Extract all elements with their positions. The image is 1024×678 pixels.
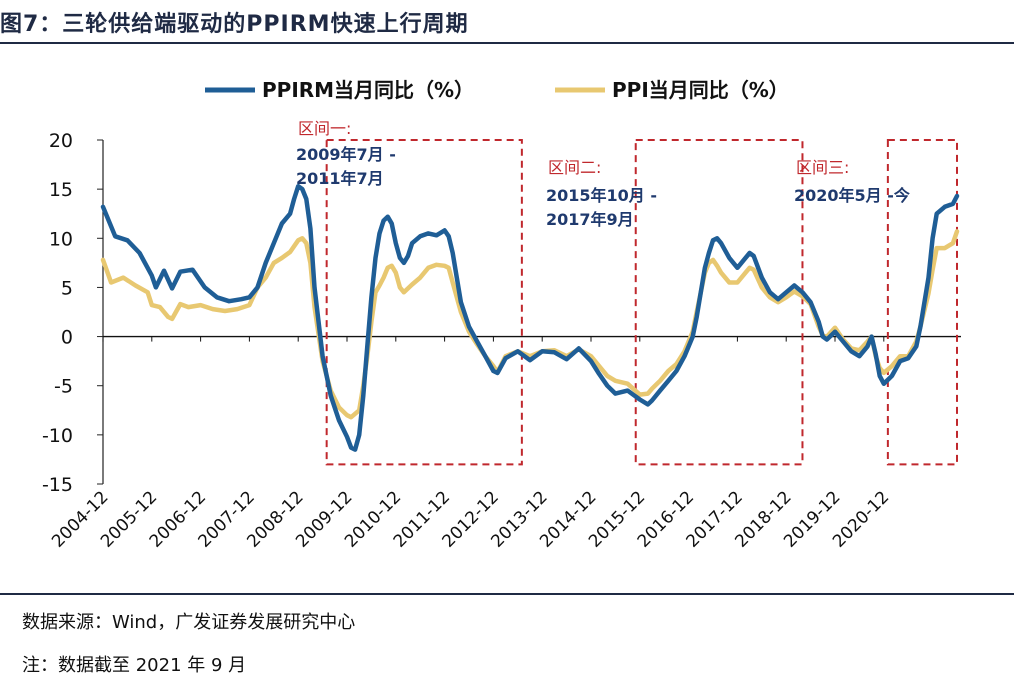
ppi-line [100, 229, 960, 420]
y-tick-label: 20 [49, 130, 73, 152]
annotation-label-3: 区间三: [796, 158, 849, 177]
y-tick-label: 0 [61, 327, 73, 349]
footer-divider [0, 593, 1014, 595]
y-tick-label: 5 [61, 277, 73, 299]
title-divider [0, 42, 1014, 44]
annotation-range-2: 2017年9月 [546, 210, 634, 229]
chart-title: 图7：三轮供给端驱动的PPIRM快速上行周期 [0, 12, 469, 37]
y-tick-label: 15 [49, 179, 73, 201]
legend-label-1: PPIRM当月同比（%） [262, 78, 474, 102]
legend-label-2: PPI当月同比（%） [612, 78, 789, 102]
annotation-range-3: 2020年5月 -今 [794, 186, 910, 205]
y-tick-label: -15 [42, 474, 73, 496]
y-tick-label: -5 [54, 376, 73, 398]
ppirm-line [100, 183, 960, 452]
highlight-box-1 [325, 139, 523, 466]
source-note: 数据来源：Wind，广发证券发展研究中心 [22, 612, 356, 633]
highlight-boxes [325, 139, 958, 466]
highlight-box-2 [634, 139, 804, 466]
line-chart: PPIRM当月同比（%） PPI当月同比（%） 20 15 10 5 0 -5 -10 -15 2… [42, 78, 961, 552]
annotation-range-1: 2009年7月 - [296, 145, 396, 164]
legend: PPIRM当月同比（%） PPI当月同比（%） [205, 78, 789, 102]
annotation-label-1: 区间一: [298, 119, 351, 138]
y-tick-label: -10 [42, 425, 73, 447]
data-note: 注：数据截至 2021 年 9 月 [22, 655, 247, 676]
annotation-label-2: 区间二: [548, 158, 601, 177]
series-lines [100, 183, 960, 452]
annotation-range-1: 2011年7月 [296, 169, 384, 188]
highlight-box-3 [886, 139, 958, 466]
annotation-range-2: 2015年10月 - [546, 186, 657, 205]
annotations: 区间一: 2009年7月 - 2011年7月 区间二: 2015年10月 - 2017年9… [296, 119, 910, 229]
y-tick-label: 10 [49, 228, 73, 250]
